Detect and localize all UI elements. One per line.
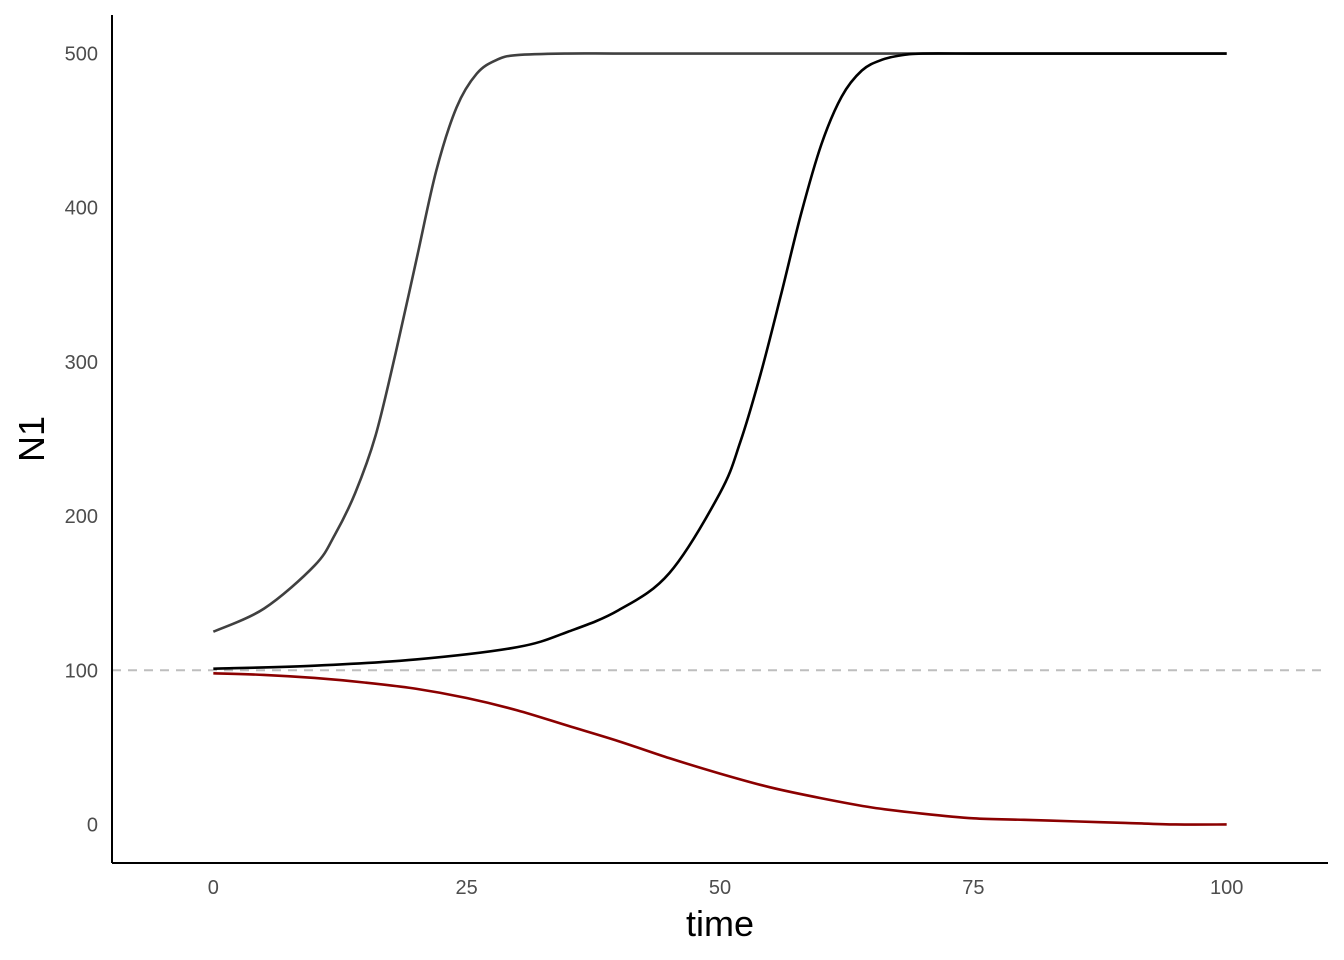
series-line-3	[213, 672, 1227, 826]
y-tick-label: 400	[65, 198, 98, 220]
series-line-2	[213, 52, 1227, 671]
x-tick-label: 0	[208, 877, 219, 899]
y-tick-labels: 0 100 200 300 400 500	[65, 44, 98, 837]
y-tick-label: 500	[65, 44, 98, 66]
x-tick-label: 100	[1210, 877, 1243, 899]
x-axis-title: time	[686, 903, 754, 944]
y-tick-label: 0	[87, 814, 98, 836]
y-axis-title: N1	[11, 416, 52, 462]
x-tick-labels: 0 25 50 75 100	[208, 877, 1244, 899]
x-tick-label: 75	[962, 877, 984, 899]
series-line-1	[212, 52, 1227, 633]
x-tick-label: 50	[709, 877, 731, 899]
series-layer	[212, 52, 1227, 826]
x-tick-label: 25	[456, 877, 478, 899]
y-tick-label: 300	[65, 352, 98, 374]
axes-layer	[111, 15, 1328, 864]
y-tick-label: 200	[65, 506, 98, 528]
y-tick-label: 100	[65, 660, 98, 682]
